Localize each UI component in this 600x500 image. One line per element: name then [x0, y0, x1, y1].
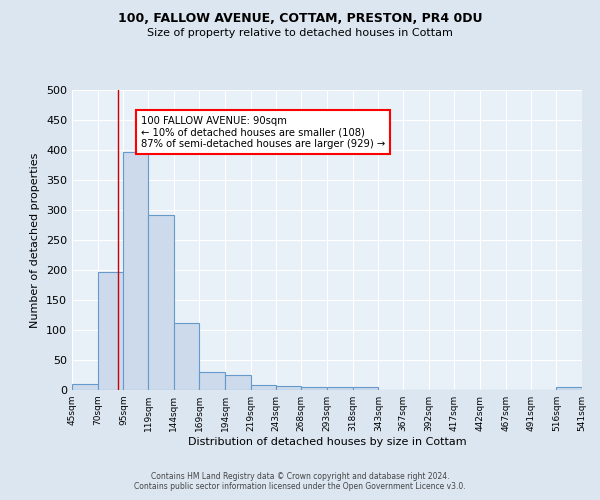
Bar	[275, 386, 301, 390]
Bar	[124, 152, 148, 390]
X-axis label: Distribution of detached houses by size in Cottam: Distribution of detached houses by size …	[188, 437, 466, 447]
Bar	[353, 387, 379, 390]
Bar	[174, 324, 199, 390]
Text: Size of property relative to detached houses in Cottam: Size of property relative to detached ho…	[147, 28, 453, 38]
Bar	[301, 387, 327, 390]
Y-axis label: Number of detached properties: Number of detached properties	[31, 152, 40, 328]
Bar	[327, 387, 353, 390]
Bar	[199, 372, 225, 390]
Bar	[556, 387, 582, 390]
Text: 100, FALLOW AVENUE, COTTAM, PRESTON, PR4 0DU: 100, FALLOW AVENUE, COTTAM, PRESTON, PR4…	[118, 12, 482, 26]
Text: Contains public sector information licensed under the Open Government Licence v3: Contains public sector information licen…	[134, 482, 466, 491]
Bar	[251, 385, 275, 390]
Bar	[225, 375, 251, 390]
Bar	[72, 384, 98, 390]
Text: Contains HM Land Registry data © Crown copyright and database right 2024.: Contains HM Land Registry data © Crown c…	[151, 472, 449, 481]
Text: 100 FALLOW AVENUE: 90sqm
← 10% of detached houses are smaller (108)
87% of semi-: 100 FALLOW AVENUE: 90sqm ← 10% of detach…	[141, 116, 385, 148]
Bar	[98, 272, 124, 390]
Bar	[148, 215, 174, 390]
